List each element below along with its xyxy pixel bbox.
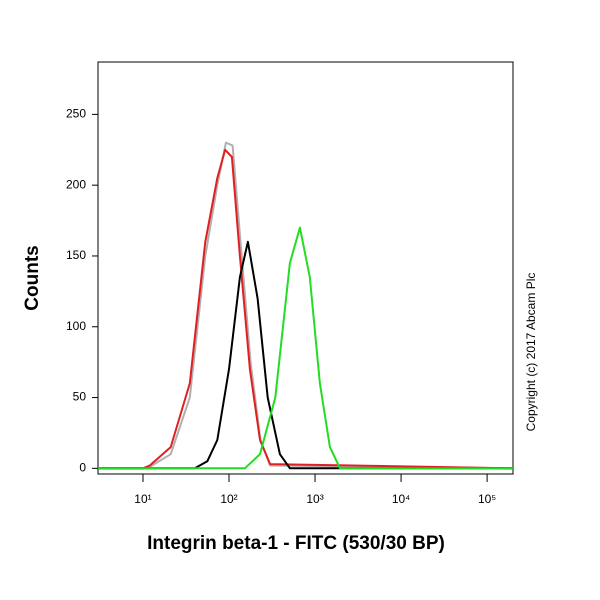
x-tick-label: 10⁴ xyxy=(392,492,411,506)
x-tick-label: 10⁵ xyxy=(478,492,496,506)
x-axis-label: Integrin beta-1 - FITC (530/30 BP) xyxy=(147,533,445,554)
histogram-line xyxy=(98,141,514,470)
histogram-line xyxy=(98,148,514,470)
x-tick-label: 10² xyxy=(220,492,237,506)
y-tick-label: 100 xyxy=(66,319,86,333)
y-tick-label: 50 xyxy=(73,390,87,404)
y-tick-label: 250 xyxy=(66,107,86,121)
y-tick-label: 150 xyxy=(66,248,86,262)
y-tick-label: 200 xyxy=(66,177,86,191)
y-axis-label: Counts xyxy=(22,245,43,310)
histogram-line xyxy=(98,226,513,470)
x-tick-label: 10¹ xyxy=(134,492,151,506)
histogram-line xyxy=(98,240,513,470)
copyright: Copyright (c) 2017 Abcam Plc xyxy=(524,273,538,432)
x-tick-label: 10³ xyxy=(306,492,323,506)
plot-frame xyxy=(97,61,514,475)
y-tick-label: 0 xyxy=(79,461,86,475)
